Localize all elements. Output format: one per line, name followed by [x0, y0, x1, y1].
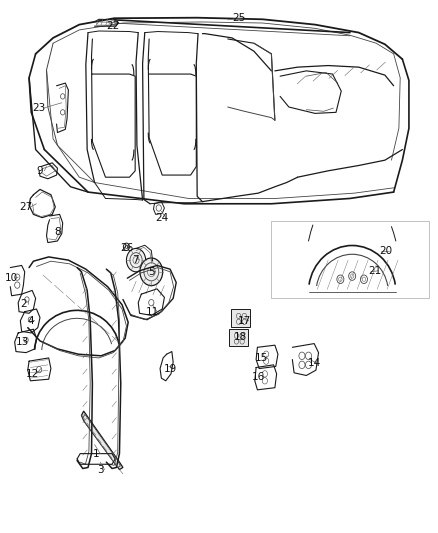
FancyBboxPatch shape: [231, 309, 250, 327]
Text: 2: 2: [20, 298, 27, 309]
Text: 1: 1: [92, 449, 99, 458]
Text: 3: 3: [97, 465, 103, 474]
FancyBboxPatch shape: [229, 329, 248, 346]
Text: 20: 20: [379, 246, 392, 255]
Text: 10: 10: [5, 273, 18, 283]
Text: 14: 14: [307, 358, 321, 368]
Text: 16: 16: [252, 372, 265, 382]
Text: 12: 12: [25, 369, 39, 379]
Text: 4: 4: [27, 316, 34, 326]
Text: 15: 15: [255, 353, 268, 363]
Text: 22: 22: [107, 21, 120, 31]
Text: 5: 5: [148, 267, 155, 277]
Text: 11: 11: [146, 306, 159, 317]
Text: 18: 18: [233, 332, 247, 342]
Text: 27: 27: [19, 202, 33, 212]
Text: 24: 24: [155, 213, 169, 223]
Text: 9: 9: [37, 166, 43, 176]
Text: 17: 17: [238, 316, 251, 326]
Text: 13: 13: [16, 337, 29, 347]
Text: 23: 23: [32, 103, 46, 113]
Bar: [272, 221, 428, 298]
Circle shape: [140, 258, 162, 286]
Text: 26: 26: [120, 243, 133, 253]
Text: 8: 8: [54, 227, 61, 237]
Text: 7: 7: [132, 255, 138, 265]
Text: 25: 25: [232, 13, 245, 23]
Circle shape: [127, 248, 146, 272]
Polygon shape: [83, 414, 120, 467]
Text: 21: 21: [369, 266, 382, 276]
Text: 19: 19: [163, 364, 177, 374]
Polygon shape: [81, 411, 123, 470]
